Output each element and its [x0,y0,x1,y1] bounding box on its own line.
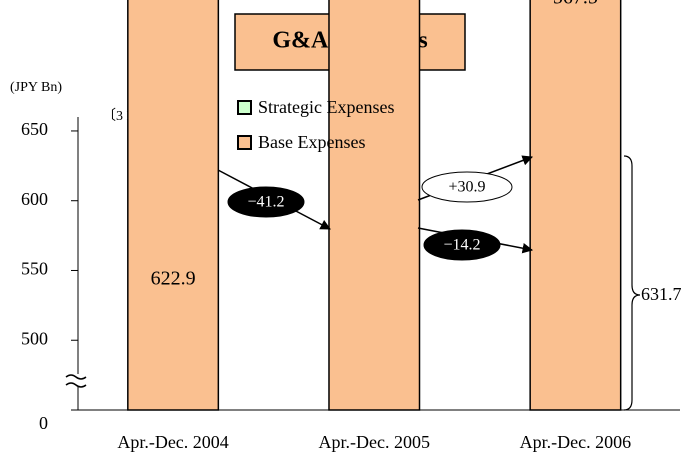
bar-segment [328,0,421,411]
x-tick-label: Apr.-Dec. 2004 [117,432,228,452]
x-tick-label: Apr.-Dec. 2006 [520,432,631,452]
y-tick-label: 550 [21,259,48,279]
value-label: 567.5 [553,0,598,9]
annotation-bubble [227,186,305,218]
axis-break-gap [68,374,88,386]
axis-break [65,382,87,388]
legend-label: Strategic Expenses [258,97,394,117]
value-label: 622.9 [151,268,196,290]
bar-segment [529,0,622,411]
annotation-bubble [423,229,501,261]
y-tick-label: 600 [21,189,48,209]
annotation: +30.9 [448,179,485,196]
x-tick-label: Apr.-Dec. 2005 [319,432,430,452]
annotation-bubble [421,171,513,203]
y-tick-label: 500 [21,328,48,348]
axis-break [65,374,87,380]
annotation: −41.2 [247,194,284,211]
annotation: 631.7 [641,284,682,304]
y-tick-label: 650 [21,119,48,139]
brace [623,155,641,411]
legend-swatch [237,100,252,115]
bar-segment [127,0,220,411]
annotation: −14.2 [443,237,480,254]
legend-label: Base Expenses [258,132,365,152]
legend-swatch [237,135,252,150]
y-axis-label: (JPY Bn) [10,80,62,95]
y-tick-label: 0 [39,413,48,433]
